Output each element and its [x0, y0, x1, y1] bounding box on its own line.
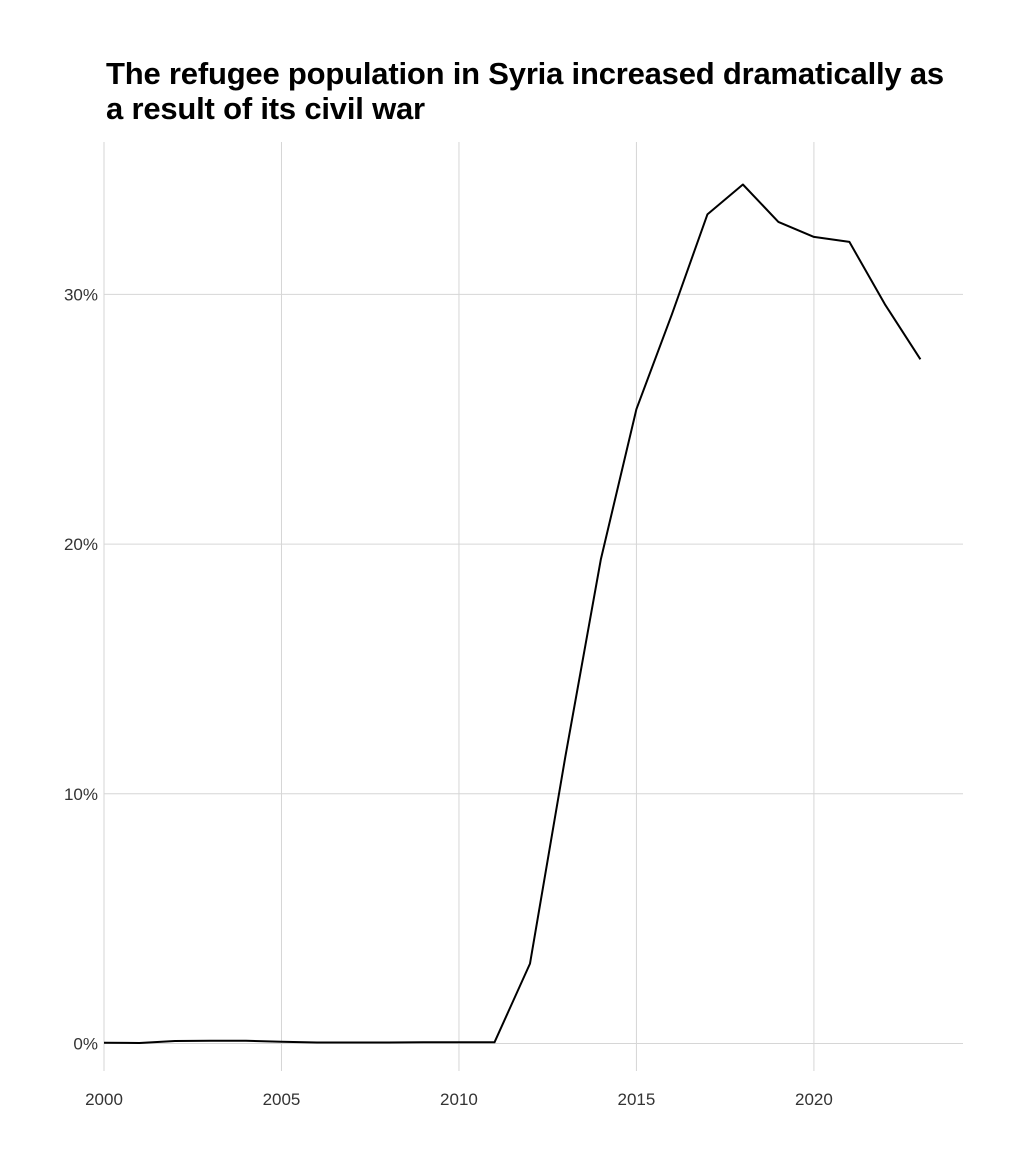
y-tick-label: 20% [64, 535, 98, 554]
y-tick-label: 0% [73, 1035, 98, 1054]
y-tick-label: 10% [64, 785, 98, 804]
x-gridlines [103, 142, 815, 1071]
x-tick-label: 2020 [795, 1090, 833, 1109]
x-tick-label: 2005 [263, 1090, 301, 1109]
x-axis-labels: 2000 2005 2010 2015 2020 [85, 1090, 833, 1109]
series-layer [103, 183, 922, 1044]
chart-title: The refugee population in Syria increase… [106, 56, 944, 126]
x-tick-label: 2015 [618, 1090, 656, 1109]
y-axis-labels: 0% 10% 20% 30% [64, 285, 98, 1053]
x-tick-label: 2000 [85, 1090, 123, 1109]
y-tick-label: 30% [64, 285, 98, 304]
x-tick-label: 2010 [440, 1090, 478, 1109]
series-line [103, 183, 922, 1044]
y-gridlines [104, 293, 963, 1045]
